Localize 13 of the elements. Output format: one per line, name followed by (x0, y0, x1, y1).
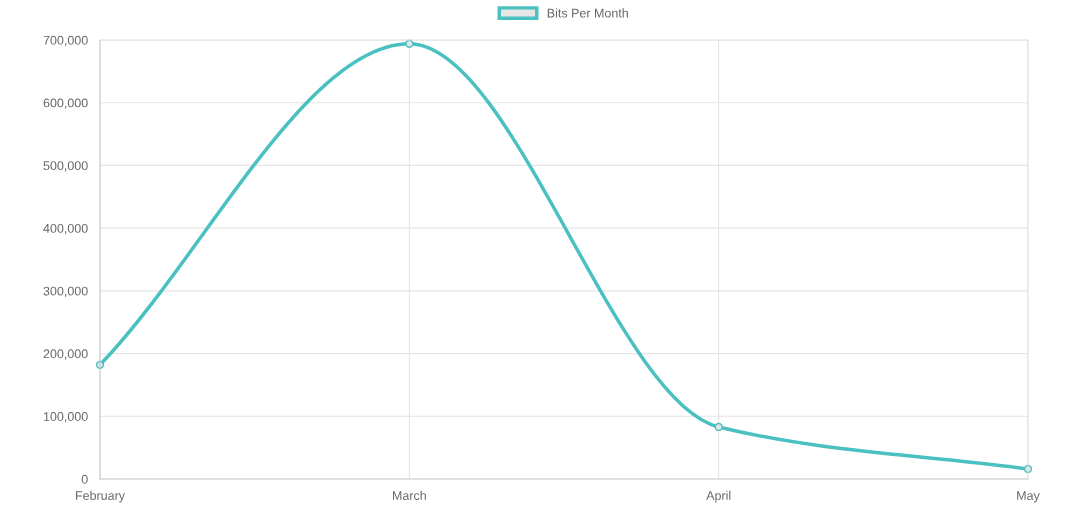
y-tick-label: 300,000 (43, 286, 88, 297)
y-tick-label: 200,000 (43, 349, 88, 360)
y-tick-label: 0 (81, 474, 88, 484)
y-tick-label: 600,000 (43, 98, 88, 109)
y-tick-label: 700,000 (43, 35, 88, 47)
y-tick-label: 400,000 (43, 223, 88, 235)
x-tick-label: May (1017, 491, 1040, 503)
x-tick-label: March (393, 490, 426, 500)
y-tick-label: 100,000 (43, 412, 88, 423)
y-tick-label: 500,000 (43, 161, 88, 172)
legend-label: Bits Per Month (547, 8, 628, 18)
x-tick-label: April (706, 490, 731, 503)
x-tick-label: February (76, 490, 125, 503)
